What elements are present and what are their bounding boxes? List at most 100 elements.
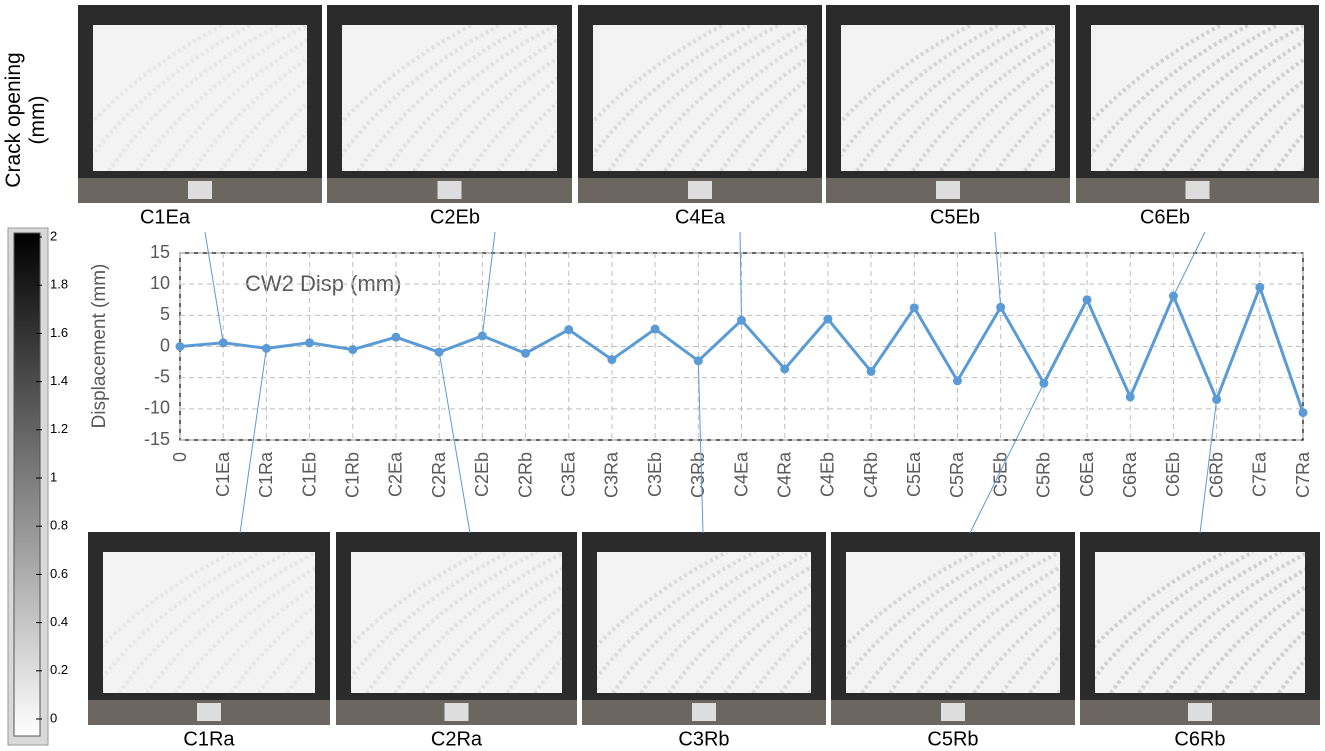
y-tick-label: 15 [150, 242, 170, 262]
crack-pattern [342, 25, 557, 171]
crack-pattern [846, 552, 1060, 693]
x-tick-label: C2Ra [429, 451, 449, 498]
crack-stripe [939, 56, 1055, 171]
crack-stripe [351, 552, 510, 681]
crack-stripe [607, 25, 780, 171]
crack-stripe [1165, 567, 1305, 693]
crack-stripe [1277, 657, 1305, 693]
x-tick-label: C5Eb [990, 452, 1010, 497]
crack-stripe [944, 582, 1060, 693]
crack-stripe [1273, 130, 1304, 171]
crack-stripe [593, 25, 724, 125]
photo-panel [841, 25, 1055, 171]
y-tick-label: 10 [150, 273, 170, 293]
photo-panel [593, 25, 807, 171]
data-point [1255, 282, 1265, 292]
crack-stripe [247, 101, 307, 171]
crack-stripe [1245, 101, 1304, 171]
crack-stripe [611, 552, 784, 693]
data-point [477, 331, 487, 341]
crack-stripe [635, 25, 807, 171]
data-point [1039, 378, 1049, 388]
x-tick-label: C5Ra [947, 451, 967, 498]
crack-stripe [440, 55, 557, 171]
crack-stripe [1091, 25, 1250, 158]
x-tick-label: C1Rb [343, 452, 363, 498]
crack-stripe [911, 38, 1055, 171]
y-tick-label: 0 [160, 335, 170, 355]
crack-stripe [597, 552, 756, 681]
colorbar-tick-label: 0.6 [50, 566, 68, 581]
x-tick-label: C3Eb [645, 452, 665, 497]
crack-stripe [356, 25, 529, 171]
photo-caption: C1Ra [183, 728, 235, 750]
data-point [1212, 394, 1222, 404]
data-point [218, 338, 228, 348]
photo-panel [351, 552, 562, 693]
y-axis-label: Displacement (mm) [89, 264, 110, 429]
crack-stripe [229, 603, 315, 693]
y-tick-label: -5 [154, 366, 170, 386]
photo-panel [342, 25, 557, 171]
x-tick-label: C5Rb [1034, 452, 1054, 498]
data-point [434, 347, 444, 357]
photo-caption: C3Rb [678, 728, 729, 750]
x-tick-label: C2Eb [472, 452, 492, 497]
x-tick-label: C6Ea [1077, 451, 1097, 497]
photo-caption: C1Ea [140, 206, 191, 228]
leader-line [994, 231, 1002, 308]
x-tick-label: C3Ra [602, 451, 622, 498]
x-tick-label: C3Rb [688, 452, 708, 498]
crack-stripe [695, 582, 811, 693]
leader-line [969, 383, 1045, 534]
x-tick-label: C4Ra [774, 451, 794, 498]
y-tick-label: 5 [160, 304, 170, 324]
crack-stripe [1161, 39, 1304, 171]
x-tick-label: C7Ea [1250, 451, 1270, 497]
crack-stripe [496, 100, 557, 171]
crack-stripe [449, 584, 562, 693]
leader-line [1172, 231, 1206, 297]
leader-line [697, 360, 704, 534]
crack-pattern [593, 25, 807, 171]
data-point [996, 302, 1006, 312]
leader-line [1199, 399, 1218, 534]
photo [831, 532, 1075, 725]
photo [578, 5, 822, 203]
data-point [607, 355, 617, 365]
x-tick-label: C4Rb [861, 452, 881, 498]
data-point [261, 343, 271, 353]
crack-stripe [1095, 552, 1226, 649]
x-tick-label: C4Ea [731, 451, 751, 497]
photo-panel [93, 25, 307, 171]
crack-stripe [93, 25, 224, 125]
crack-stripe [1000, 625, 1060, 693]
crack-stripe [1189, 57, 1304, 171]
crack-stripe [505, 628, 562, 693]
crack-stripe [468, 76, 557, 171]
crack-stripe [1109, 552, 1282, 693]
x-tick-label: C1Ea [213, 451, 233, 497]
crack-stripe [351, 552, 482, 649]
colorbar-tick-label: 1.6 [50, 325, 68, 340]
data-point [391, 332, 401, 342]
photo-sign [688, 181, 712, 199]
photo [826, 5, 1070, 203]
data-point [909, 303, 919, 313]
photo-caption: C6Eb [1140, 206, 1190, 228]
x-tick-label: C3Ea [558, 451, 578, 497]
crack-stripe [173, 566, 315, 693]
x-tick-label: C6Rb [1206, 452, 1226, 498]
colorbar-label-box: Crack opening (mm) [2, 52, 49, 187]
crack-stripe [1249, 629, 1305, 693]
crack-stripe [691, 56, 807, 171]
crack-stripe [747, 101, 807, 171]
x-tick-label: C1Ra [256, 451, 276, 498]
data-point [1298, 408, 1308, 418]
photo-sign [692, 703, 716, 721]
crack-stripe [393, 552, 562, 693]
crack-stripe [1217, 77, 1304, 171]
crack-stripe [846, 552, 977, 649]
crack-stripe [533, 656, 562, 693]
